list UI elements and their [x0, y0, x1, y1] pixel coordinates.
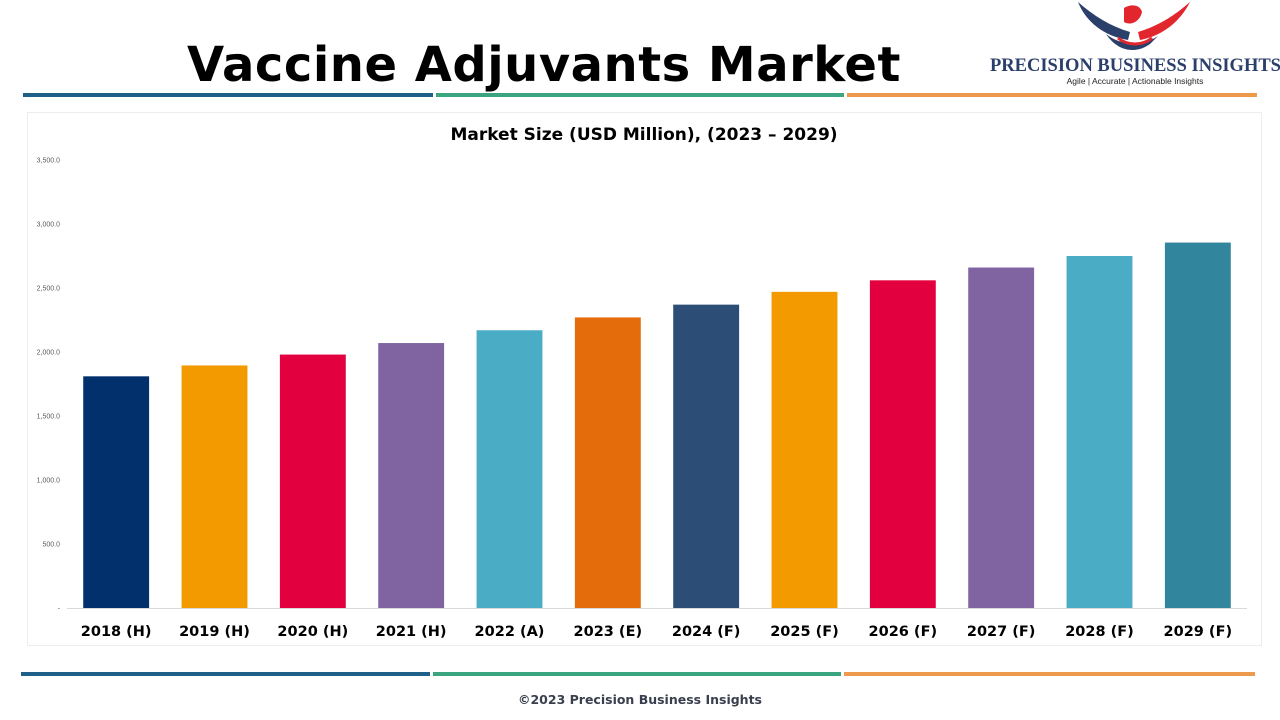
y-tick-label: 2,000.0 [37, 350, 60, 357]
footer-divider-blue [21, 672, 430, 676]
x-tick-label: 2027 (F) [967, 624, 1036, 640]
company-logo: PRECISION BUSINESS INSIGHTS Agile | Accu… [990, 0, 1280, 92]
x-tick-label: 2024 (F) [672, 624, 741, 640]
x-tick-label: 2025 (F) [770, 624, 839, 640]
footer-copyright: ©2023 Precision Business Insights [517, 692, 762, 707]
y-tick-label: 3,000.0 [37, 222, 60, 229]
y-tick-label: 1,500.0 [37, 414, 60, 421]
bar-2029-f [1164, 242, 1231, 608]
x-tick-label: 2028 (F) [1065, 624, 1134, 640]
y-tick-label: 1,000.0 [37, 478, 60, 485]
footer-divider-green [433, 672, 841, 676]
header-divider-blue [23, 93, 433, 97]
bar-2018-h [83, 376, 150, 608]
x-tick-label: 2019 (H) [179, 624, 250, 640]
bar-2024-f [673, 304, 740, 608]
y-tick-label: 2,500.0 [37, 286, 60, 293]
bar-2026-f [869, 280, 936, 608]
chart-frame [27, 112, 1262, 646]
bar-2021-h [378, 343, 445, 608]
bar-2028-f [1066, 256, 1133, 608]
chart-title: Market Size (USD Million), (2023 – 2029) [450, 125, 837, 145]
x-tick-label: 2020 (H) [277, 624, 348, 640]
x-tick-label: 2026 (F) [869, 624, 938, 640]
bar-2023-e [574, 317, 641, 608]
footer-divider-orange [844, 672, 1255, 676]
x-tick-label: 2022 (A) [475, 624, 545, 640]
logo-tagline: Agile | Accurate | Actionable Insights [1066, 76, 1204, 86]
x-tick-label: 2021 (H) [376, 624, 447, 640]
bar-2022-a [476, 330, 543, 608]
page-title: Vaccine Adjuvants Market [187, 37, 901, 93]
bar-2027-f [968, 267, 1035, 608]
bar-2019-h [181, 365, 248, 608]
x-tick-label: 2029 (F) [1164, 624, 1233, 640]
eagle-handshake-icon [1078, 2, 1190, 50]
bar-2020-h [279, 354, 346, 608]
header-divider-green [436, 93, 844, 97]
y-tick-label: - [58, 606, 61, 613]
bar-2025-f [771, 291, 838, 608]
y-tick-label: 500.0 [42, 542, 60, 549]
x-tick-label: 2023 (E) [574, 624, 643, 640]
header-divider-orange [847, 93, 1257, 97]
y-tick-label: 3,500.0 [37, 158, 60, 165]
x-tick-label: 2018 (H) [81, 624, 152, 640]
logo-name: PRECISION BUSINESS INSIGHTS [990, 56, 1280, 76]
